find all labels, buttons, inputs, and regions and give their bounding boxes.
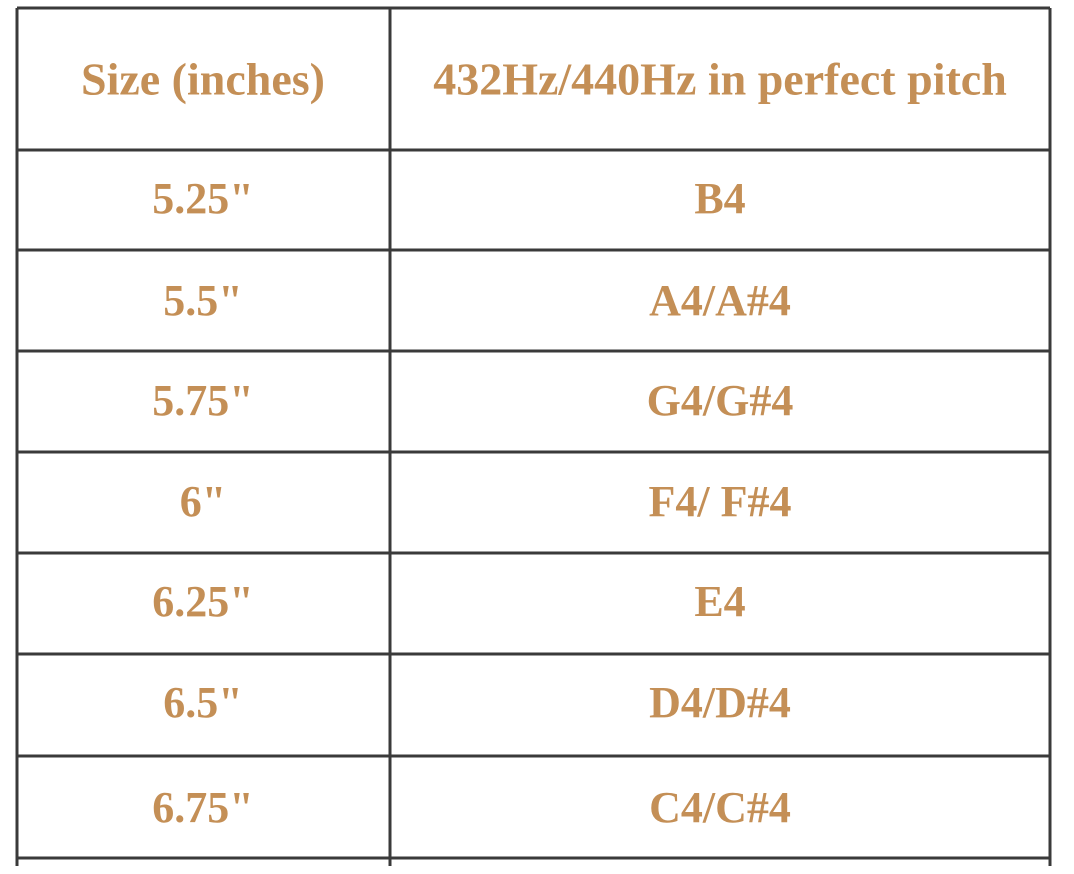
- cell: 5.5": [163, 276, 242, 325]
- cell: F4/ F#4: [649, 477, 792, 526]
- cell: D4/D#4: [649, 678, 791, 727]
- cell: G4/G#4: [647, 376, 794, 425]
- cell: 6.25": [152, 577, 253, 626]
- cell: A4/A#4: [649, 276, 791, 325]
- header-cell: 432Hz/440Hz in perfect pitch: [433, 54, 1007, 105]
- cell: 6.5": [163, 678, 242, 727]
- header-cell: Size (inches): [81, 54, 325, 105]
- cell: B4: [694, 174, 745, 223]
- cell: 5.25": [152, 174, 253, 223]
- grid: [15, 6, 1052, 866]
- cell: 5.75": [152, 376, 253, 425]
- cell: 6": [180, 477, 226, 526]
- cell: C4/C#4: [649, 783, 791, 832]
- cell: 6.75": [152, 783, 253, 832]
- cell: E4: [694, 577, 745, 626]
